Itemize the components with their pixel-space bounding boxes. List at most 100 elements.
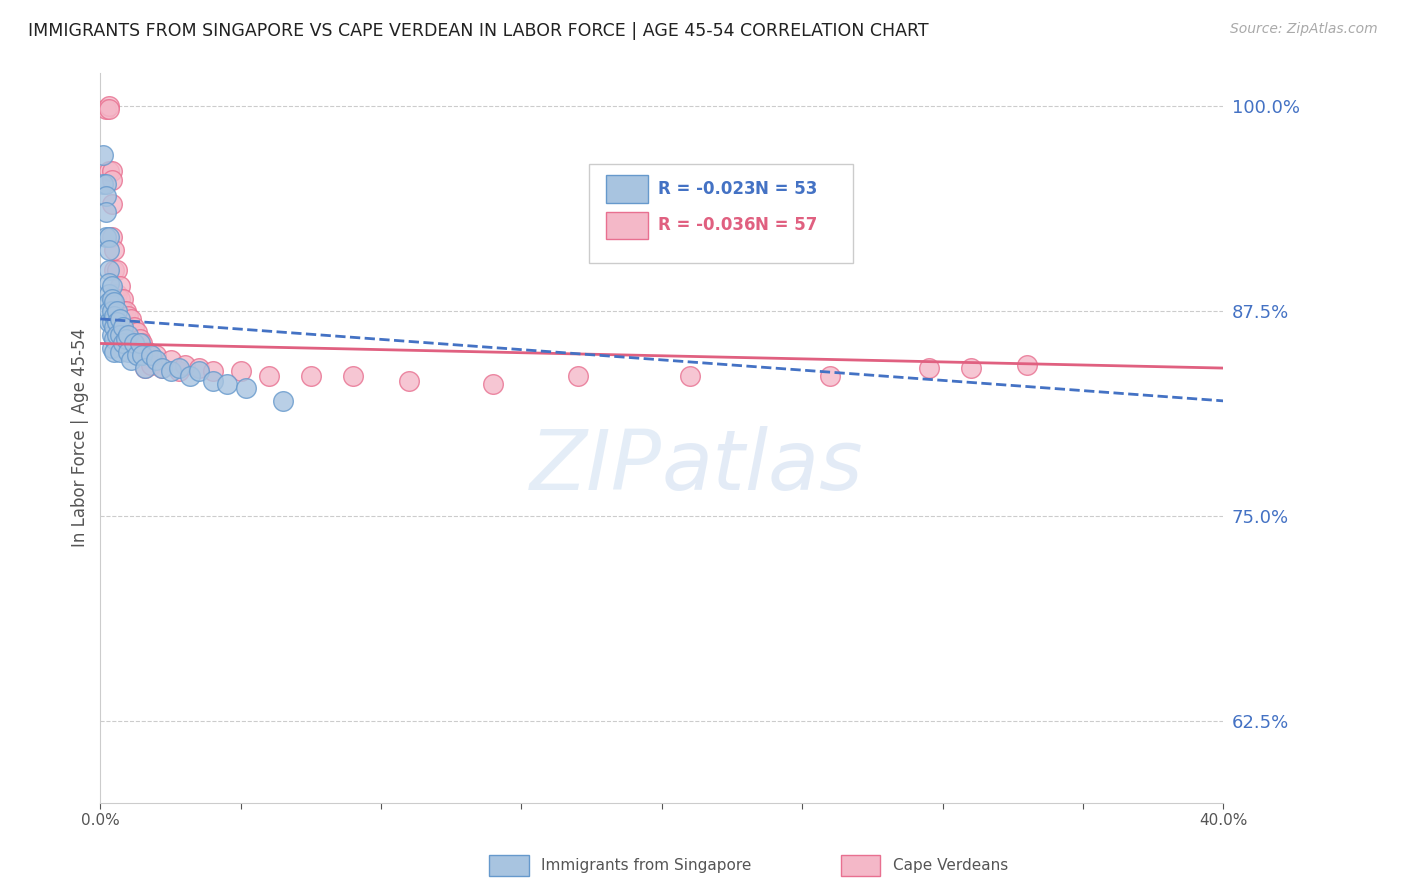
Point xyxy=(103,243,125,257)
Point xyxy=(103,344,125,359)
Point xyxy=(917,361,939,376)
Point xyxy=(139,358,162,372)
Point xyxy=(117,344,139,359)
Point xyxy=(105,287,128,301)
Point xyxy=(108,328,131,343)
Point xyxy=(97,315,120,329)
Point xyxy=(187,361,209,376)
Point xyxy=(111,292,134,306)
FancyBboxPatch shape xyxy=(589,164,852,262)
Point xyxy=(100,279,122,293)
Point xyxy=(114,303,136,318)
Text: Immigrants from Singapore: Immigrants from Singapore xyxy=(541,858,752,872)
Point xyxy=(111,320,134,334)
Point xyxy=(229,364,252,378)
Point xyxy=(201,374,224,388)
Point xyxy=(167,361,190,376)
Point xyxy=(100,172,122,186)
Point xyxy=(159,352,181,367)
Point xyxy=(100,230,122,244)
Point xyxy=(1015,358,1038,372)
Text: N = 57: N = 57 xyxy=(755,217,817,235)
Point xyxy=(820,369,842,384)
Text: atlas: atlas xyxy=(662,426,863,508)
Point xyxy=(122,336,145,351)
Point xyxy=(114,332,136,346)
Text: N = 53: N = 53 xyxy=(755,180,817,198)
Point xyxy=(97,276,120,290)
Point xyxy=(100,315,122,329)
Point xyxy=(94,189,117,203)
Point xyxy=(128,332,150,346)
Point xyxy=(136,344,159,359)
Point xyxy=(100,197,122,211)
Point xyxy=(94,205,117,219)
Point xyxy=(108,292,131,306)
Point xyxy=(167,364,190,378)
Point xyxy=(105,303,128,318)
Point xyxy=(97,262,120,277)
Point xyxy=(567,369,589,384)
Point xyxy=(103,320,125,334)
Point xyxy=(120,352,142,367)
Text: R = -0.023: R = -0.023 xyxy=(658,180,756,198)
Point xyxy=(235,381,257,395)
Point xyxy=(108,312,131,326)
Point xyxy=(97,287,120,301)
Point xyxy=(100,303,122,318)
Point xyxy=(94,102,117,116)
Point xyxy=(173,358,195,372)
Point xyxy=(125,342,148,356)
Point xyxy=(94,230,117,244)
Text: IMMIGRANTS FROM SINGAPORE VS CAPE VERDEAN IN LABOR FORCE | AGE 45-54 CORRELATION: IMMIGRANTS FROM SINGAPORE VS CAPE VERDEA… xyxy=(28,22,929,40)
Point xyxy=(120,312,142,326)
Point xyxy=(145,352,167,367)
Point xyxy=(482,377,505,392)
Point xyxy=(103,262,125,277)
Point xyxy=(134,344,156,359)
Point xyxy=(105,262,128,277)
Point xyxy=(342,369,364,384)
Point xyxy=(97,303,120,318)
Point xyxy=(91,148,114,162)
Point xyxy=(271,393,294,408)
Point xyxy=(103,332,125,346)
Point xyxy=(159,364,181,378)
Point xyxy=(97,164,120,178)
Text: ZIP: ZIP xyxy=(530,426,662,508)
Point xyxy=(100,292,122,306)
Point xyxy=(100,342,122,356)
Point xyxy=(97,102,120,116)
Point xyxy=(103,295,125,310)
Text: R = -0.036: R = -0.036 xyxy=(658,217,756,235)
Point xyxy=(131,348,153,362)
Point xyxy=(179,369,201,384)
Bar xyxy=(606,175,648,202)
Point xyxy=(111,336,134,351)
Point xyxy=(94,178,117,192)
Point xyxy=(97,295,120,310)
Point xyxy=(97,99,120,113)
Point xyxy=(117,332,139,346)
Point xyxy=(111,303,134,318)
Point xyxy=(959,361,981,376)
Point xyxy=(299,369,322,384)
Point xyxy=(257,369,280,384)
Point xyxy=(103,287,125,301)
Point xyxy=(105,315,128,329)
Point xyxy=(91,178,114,192)
Point xyxy=(117,309,139,323)
Point xyxy=(105,303,128,318)
Point xyxy=(114,325,136,339)
Point xyxy=(103,309,125,323)
Y-axis label: In Labor Force | Age 45-54: In Labor Force | Age 45-54 xyxy=(72,328,89,548)
Point xyxy=(108,328,131,343)
Point xyxy=(108,309,131,323)
Point xyxy=(122,336,145,351)
Point xyxy=(128,336,150,351)
Point xyxy=(150,361,173,376)
Point xyxy=(100,328,122,343)
Point xyxy=(679,369,702,384)
Point xyxy=(125,325,148,339)
Point xyxy=(201,364,224,378)
